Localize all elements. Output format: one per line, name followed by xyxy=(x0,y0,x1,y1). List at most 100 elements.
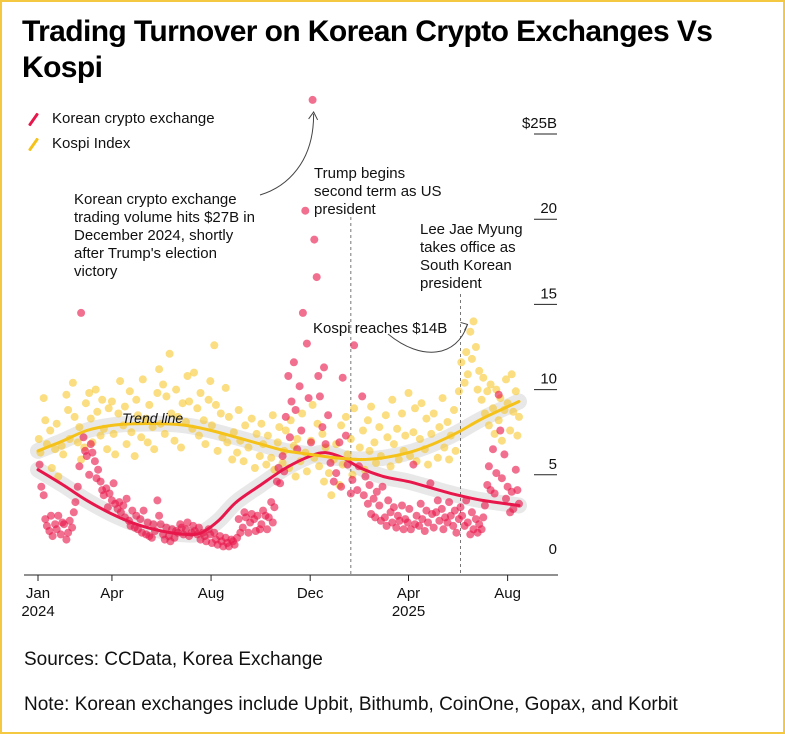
data-point-kospi xyxy=(443,418,452,426)
data-point-kospi xyxy=(370,438,379,447)
x-tick-label: Dec xyxy=(297,585,324,602)
legend-item-crypto: Korean crypto exchange xyxy=(27,106,215,131)
data-point-kospi xyxy=(429,409,438,418)
data-point-kospi xyxy=(302,467,311,476)
data-point-kospi xyxy=(68,378,77,387)
data-point-crypto xyxy=(398,501,406,510)
data-point-crypto xyxy=(297,426,306,435)
data-point-crypto xyxy=(403,518,412,527)
data-point-crypto xyxy=(281,412,290,421)
data-point-kospi xyxy=(122,440,131,449)
data-point-kospi xyxy=(320,477,328,486)
data-point-crypto xyxy=(341,431,350,440)
data-point-crypto xyxy=(337,482,346,491)
data-point-kospi xyxy=(109,429,118,438)
data-point-crypto xyxy=(392,523,401,532)
data-point-kospi xyxy=(114,409,123,418)
data-point-crypto xyxy=(479,513,488,522)
data-point-crypto xyxy=(65,516,74,525)
data-point-kospi xyxy=(411,404,419,413)
data-point-kospi xyxy=(386,462,395,471)
data-point-crypto xyxy=(513,486,522,495)
data-point-crypto xyxy=(424,518,432,527)
data-point-crypto xyxy=(489,445,497,454)
data-point-kospi xyxy=(324,469,333,478)
data-point-kospi xyxy=(398,409,406,418)
data-point-crypto xyxy=(39,491,48,500)
trend-line-label: Trend line xyxy=(122,410,183,426)
data-point-kospi xyxy=(471,343,480,351)
data-point-kospi xyxy=(457,358,466,367)
data-point-kospi xyxy=(142,414,151,423)
annotation-crypto-peak-line: victory xyxy=(74,263,118,280)
event-label-2-line: takes office as xyxy=(420,239,516,256)
data-point-crypto xyxy=(289,358,298,367)
data-point-crypto xyxy=(372,487,381,496)
data-point-crypto xyxy=(358,392,367,401)
data-point-kospi xyxy=(511,387,520,396)
data-point-crypto xyxy=(79,433,88,442)
data-point-crypto xyxy=(492,469,501,478)
data-point-crypto xyxy=(416,499,425,508)
data-point-kospi xyxy=(424,460,432,469)
data-point-kospi xyxy=(211,400,220,409)
data-point-crypto xyxy=(307,438,315,447)
data-point-crypto xyxy=(234,515,243,524)
y-tick-label: 0 xyxy=(549,541,557,558)
data-point-kospi xyxy=(427,429,436,438)
legend-label-crypto: Korean crypto exchange xyxy=(52,110,215,127)
data-point-crypto xyxy=(244,528,253,537)
data-point-kospi xyxy=(483,387,492,396)
data-point-kospi xyxy=(201,440,210,449)
data-point-crypto xyxy=(285,433,294,442)
annotation-crypto-peak-line: after Trump's election xyxy=(74,245,217,262)
annotation-arrowhead-crypto-peak xyxy=(308,110,319,121)
data-point-crypto xyxy=(405,504,414,513)
x-tick-year-label: 2024 xyxy=(21,603,54,620)
data-point-kospi xyxy=(207,421,216,430)
data-point-kospi xyxy=(466,327,475,336)
data-point-crypto xyxy=(324,411,333,420)
data-point-kospi xyxy=(494,416,503,425)
data-point-crypto xyxy=(301,206,310,215)
data-point-kospi xyxy=(343,450,352,459)
data-point-crypto xyxy=(326,458,335,467)
data-point-kospi xyxy=(388,395,397,404)
data-point-crypto xyxy=(369,494,378,503)
data-point-kospi xyxy=(367,402,376,411)
data-point-kospi xyxy=(91,385,100,394)
data-point-kospi xyxy=(275,423,284,432)
data-point-crypto xyxy=(119,501,128,510)
y-tick-label: 15 xyxy=(540,285,557,302)
data-point-crypto xyxy=(298,308,307,317)
data-point-crypto xyxy=(456,503,465,512)
data-point-kospi xyxy=(262,460,271,469)
data-point-crypto xyxy=(48,532,57,541)
data-point-kospi xyxy=(308,400,317,409)
data-point-crypto xyxy=(484,462,493,471)
data-point-kospi xyxy=(252,429,261,438)
data-point-kospi xyxy=(239,457,248,466)
data-point-kospi xyxy=(229,428,238,437)
data-point-crypto xyxy=(308,95,317,104)
data-point-crypto xyxy=(295,382,304,391)
annotation-crypto-peak-line: trading volume hits $27B in xyxy=(74,209,255,226)
data-point-crypto xyxy=(502,494,510,503)
data-point-crypto xyxy=(321,440,330,449)
data-point-crypto xyxy=(384,496,393,505)
data-point-crypto xyxy=(490,489,499,498)
legend-label-kospi: Kospi Index xyxy=(52,135,131,152)
data-point-crypto xyxy=(452,528,461,537)
data-point-crypto xyxy=(415,521,424,530)
annotation-arrowhead-kospi-peak xyxy=(460,321,469,331)
data-point-kospi xyxy=(486,380,495,389)
data-point-crypto xyxy=(147,533,156,542)
event-label-2-line: president xyxy=(420,275,483,292)
data-point-crypto xyxy=(449,521,458,530)
data-point-kospi xyxy=(359,426,367,435)
data-point-crypto xyxy=(75,462,84,471)
event-label-2-line: South Korean xyxy=(420,257,512,274)
data-point-kospi xyxy=(291,472,300,481)
data-point-kospi xyxy=(127,428,136,437)
